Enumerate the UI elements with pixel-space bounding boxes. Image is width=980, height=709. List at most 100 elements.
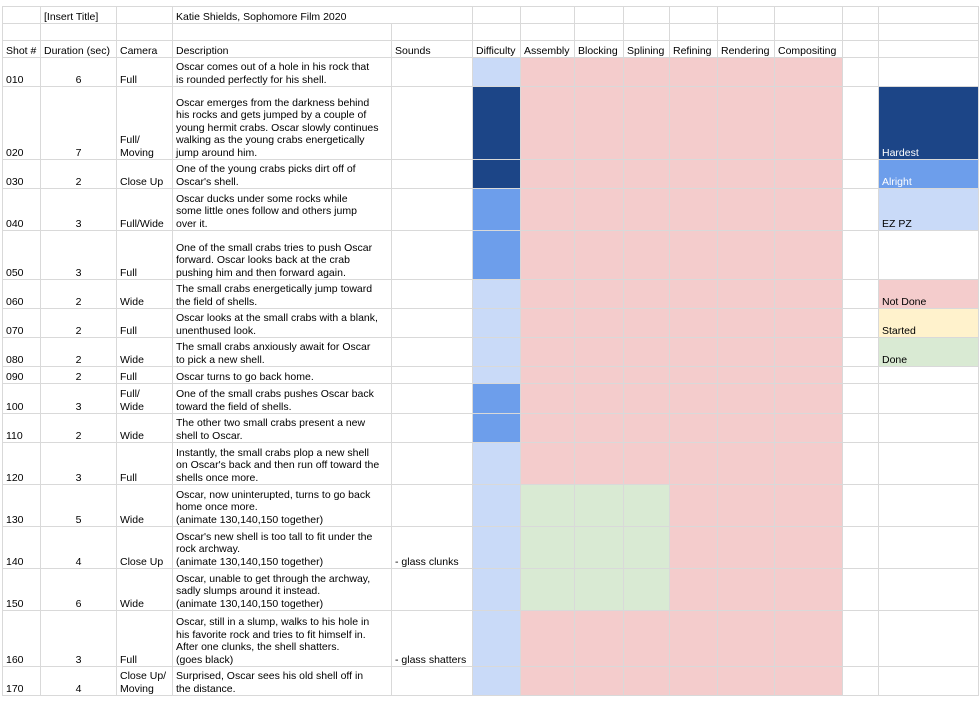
cell[interactable]: [574, 57, 624, 87]
cell[interactable]: - glass clunks: [391, 526, 473, 569]
cell[interactable]: 2: [40, 337, 117, 367]
header-rendering[interactable]: Rendering: [717, 40, 775, 58]
cell[interactable]: [717, 23, 775, 41]
cell[interactable]: [842, 40, 879, 58]
legend-done[interactable]: Done: [878, 337, 979, 367]
cell[interactable]: [717, 337, 775, 367]
cell[interactable]: The small crabs energetically jump towar…: [172, 279, 392, 309]
cell[interactable]: [520, 366, 575, 384]
cell[interactable]: Wide: [116, 413, 173, 443]
cell[interactable]: Oscar ducks under some rocks while some …: [172, 188, 392, 231]
header-assembly[interactable]: Assembly: [520, 40, 575, 58]
cell[interactable]: [391, 159, 473, 189]
difficulty-cell[interactable]: [472, 279, 521, 309]
cell[interactable]: [669, 484, 718, 527]
cell[interactable]: [623, 383, 670, 414]
cell[interactable]: 020: [2, 86, 41, 160]
cell[interactable]: [574, 230, 624, 280]
cell[interactable]: Surprised, Oscar sees his old shell off …: [172, 666, 392, 696]
cell[interactable]: [774, 86, 843, 160]
cell[interactable]: [520, 86, 575, 160]
cell[interactable]: 6: [40, 57, 117, 87]
cell[interactable]: 3: [40, 442, 117, 485]
cell[interactable]: [774, 57, 843, 87]
cell[interactable]: [717, 568, 775, 611]
cell[interactable]: [520, 610, 575, 667]
cell[interactable]: Wide: [116, 484, 173, 527]
cell[interactable]: [574, 526, 624, 569]
cell[interactable]: [574, 383, 624, 414]
cell[interactable]: [842, 230, 879, 280]
cell[interactable]: [717, 442, 775, 485]
cell[interactable]: [520, 159, 575, 189]
cell[interactable]: One of the small crabs pushes Oscar back…: [172, 383, 392, 414]
cell[interactable]: [623, 6, 670, 24]
cell[interactable]: - glass shatters: [391, 610, 473, 667]
cell[interactable]: 100: [2, 383, 41, 414]
header-duration[interactable]: Duration (sec): [40, 40, 117, 58]
cell[interactable]: [717, 383, 775, 414]
cell[interactable]: [774, 337, 843, 367]
cell[interactable]: [774, 6, 843, 24]
cell[interactable]: [391, 484, 473, 527]
cell[interactable]: [391, 413, 473, 443]
cell[interactable]: [774, 413, 843, 443]
cell[interactable]: Oscar, still in a slump, walks to his ho…: [172, 610, 392, 667]
cell[interactable]: 7: [40, 86, 117, 160]
cell[interactable]: Oscar, now uninterupted, turns to go bac…: [172, 484, 392, 527]
difficulty-cell[interactable]: [472, 413, 521, 443]
cell[interactable]: [2, 6, 41, 24]
cell[interactable]: 2: [40, 366, 117, 384]
cell[interactable]: 170: [2, 666, 41, 696]
cell[interactable]: [842, 86, 879, 160]
cell[interactable]: 3: [40, 188, 117, 231]
header-compositing[interactable]: Compositing: [774, 40, 843, 58]
cell[interactable]: 120: [2, 442, 41, 485]
cell[interactable]: [623, 188, 670, 231]
cell[interactable]: 070: [2, 308, 41, 338]
cell[interactable]: [574, 337, 624, 367]
cell[interactable]: 2: [40, 413, 117, 443]
cell[interactable]: 5: [40, 484, 117, 527]
cell[interactable]: [878, 40, 979, 58]
cell[interactable]: [717, 526, 775, 569]
difficulty-cell[interactable]: [472, 568, 521, 611]
cell[interactable]: [520, 666, 575, 696]
cell[interactable]: [878, 23, 979, 41]
cell[interactable]: [842, 413, 879, 443]
cell[interactable]: Full/ Moving: [116, 86, 173, 160]
cell[interactable]: [878, 666, 979, 696]
cell[interactable]: [878, 442, 979, 485]
cell[interactable]: [842, 484, 879, 527]
cell[interactable]: [669, 159, 718, 189]
cell[interactable]: [669, 308, 718, 338]
cell[interactable]: [520, 337, 575, 367]
cell[interactable]: [842, 526, 879, 569]
header-camera[interactable]: Camera: [116, 40, 173, 58]
cell[interactable]: [842, 383, 879, 414]
cell[interactable]: [623, 366, 670, 384]
cell[interactable]: [623, 279, 670, 309]
cell[interactable]: [520, 57, 575, 87]
cell[interactable]: [574, 159, 624, 189]
cell[interactable]: Full: [116, 442, 173, 485]
cell[interactable]: [717, 6, 775, 24]
cell[interactable]: [669, 568, 718, 611]
cell[interactable]: [669, 383, 718, 414]
cell[interactable]: [774, 383, 843, 414]
cell[interactable]: Oscar comes out of a hole in his rock th…: [172, 57, 392, 87]
cell[interactable]: [574, 6, 624, 24]
cell[interactable]: [520, 23, 575, 41]
difficulty-cell[interactable]: [472, 57, 521, 87]
cell[interactable]: Oscar looks at the small crabs with a bl…: [172, 308, 392, 338]
cell[interactable]: [172, 23, 392, 41]
cell[interactable]: [40, 23, 117, 41]
cell[interactable]: [717, 308, 775, 338]
cell[interactable]: [774, 159, 843, 189]
cell[interactable]: [520, 568, 575, 611]
legend-started[interactable]: Started: [878, 308, 979, 338]
cell[interactable]: [574, 666, 624, 696]
cell[interactable]: [842, 6, 879, 24]
cell[interactable]: [717, 366, 775, 384]
difficulty-cell[interactable]: [472, 610, 521, 667]
